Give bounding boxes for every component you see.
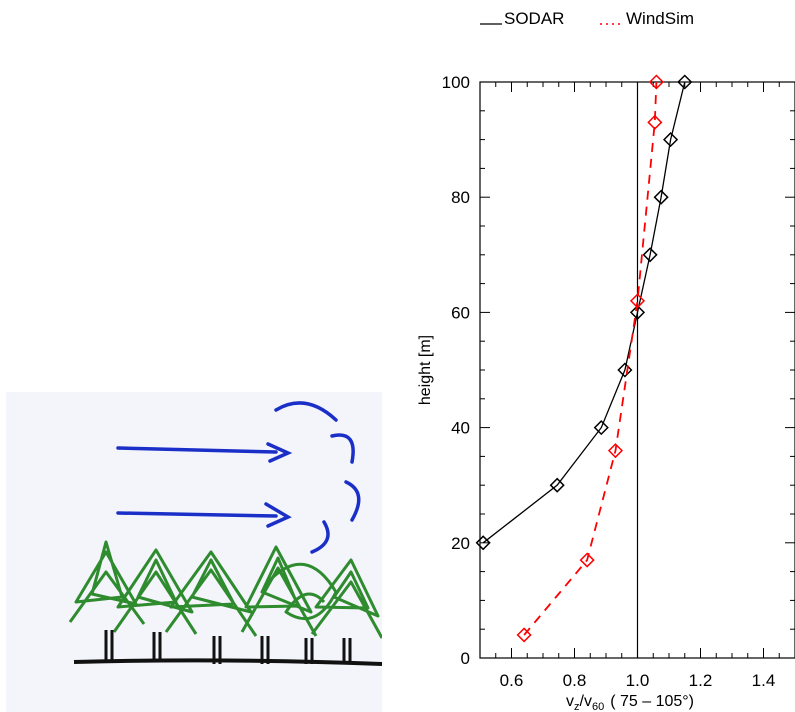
data-point-windsim: [647, 114, 663, 130]
x-label-sub-z: z: [574, 701, 580, 712]
y-axis-label: height [m]: [417, 335, 434, 405]
series-sodar: [475, 74, 693, 551]
data-point-windsim: [629, 293, 646, 309]
x-tick-label: 1.0: [626, 671, 650, 690]
x-tick-label: 1.4: [752, 671, 776, 690]
chart-legend: SODAR WindSim: [480, 9, 694, 28]
y-tick-label: 40: [451, 419, 470, 438]
x-label-slash: /v: [580, 693, 592, 710]
tree-canopy-icon: [68, 540, 382, 639]
data-point-sodar: [593, 420, 609, 436]
data-point-windsim: [648, 74, 664, 90]
legend-windsim-label: WindSim: [626, 9, 694, 28]
data-point-windsim: [516, 627, 532, 643]
x-tick-label: 0.8: [563, 671, 587, 690]
x-axis-label: vz/v60 ( 75 – 105°): [566, 693, 694, 712]
tick-labels: 0.6 0.8 1.0 1.2 1.4 0 20 40 60 80 100: [442, 73, 776, 690]
data-point-sodar: [642, 247, 658, 263]
data-point-sodar: [475, 535, 491, 551]
x-label-rest: ( 75 – 105°): [610, 693, 694, 710]
wind-arrow-icon: [116, 502, 292, 528]
series-layer: [475, 74, 693, 643]
legend-sodar-label: SODAR: [504, 9, 564, 28]
forest-wind-sketch: [6, 392, 382, 712]
y-tick-label: 0: [461, 649, 470, 668]
data-point-sodar: [549, 477, 565, 493]
data-point-sodar: [617, 362, 633, 378]
y-tick-label: 100: [442, 73, 470, 92]
wind-profile-chart: 0.6 0.8 1.0 1.2 1.4 0 20 40 60 80 100 height [m] v…: [417, 73, 795, 712]
y-tick-label: 80: [451, 188, 470, 207]
turbulence-eddy-icon: [274, 401, 361, 554]
x-label-sub-60: 60: [592, 701, 604, 712]
series-windsim: [516, 74, 664, 643]
data-point-windsim: [579, 552, 595, 568]
y-tick-label: 60: [451, 303, 470, 322]
data-point-sodar: [653, 189, 669, 205]
data-point-windsim: [607, 443, 624, 459]
x-label-v: v: [566, 693, 574, 710]
ground-line: [73, 658, 382, 666]
data-point-sodar: [663, 132, 679, 148]
data-point-sodar: [629, 304, 646, 320]
wind-arrow-icon: [116, 442, 293, 463]
data-point-sodar: [677, 74, 693, 90]
x-tick-label: 1.2: [689, 671, 713, 690]
x-tick-label: 0.6: [500, 671, 524, 690]
y-tick-label: 20: [451, 534, 470, 553]
series-line-sodar: [482, 81, 686, 544]
series-line-windsim: [523, 81, 658, 636]
